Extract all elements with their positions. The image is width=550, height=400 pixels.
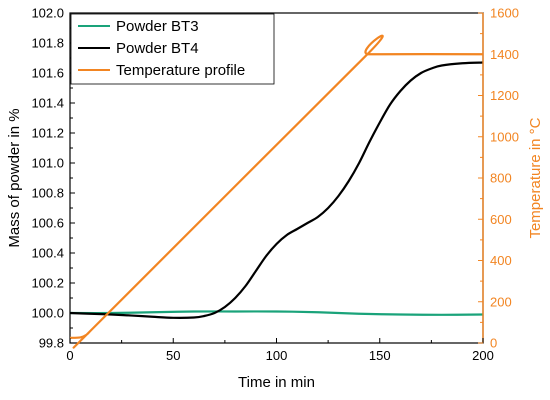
y-right-tick-label: 600	[490, 212, 512, 227]
y-right-tick-label: 400	[490, 253, 512, 268]
y-right-tick-label: 200	[490, 294, 512, 309]
x-tick-label: 0	[66, 348, 73, 363]
x-tick-label: 100	[266, 348, 288, 363]
y-left-tick-label: 102.0	[31, 6, 64, 21]
y-right-tick-label: 1400	[490, 47, 519, 62]
y-left-tick-label: 101.0	[31, 156, 64, 171]
x-tick-label: 50	[166, 348, 180, 363]
y-right-tick-label: 1200	[490, 88, 519, 103]
y-left-tick-label: 101.4	[31, 96, 64, 111]
x-tick-label: 150	[369, 348, 391, 363]
series-line-bt4	[69, 61, 484, 319]
y-left-tick-label: 100.8	[31, 186, 64, 201]
y-right-axis-title: Temperature in °C	[527, 117, 544, 238]
legend-label-bt4: Powder BT4	[116, 40, 199, 57]
series-line-temperature	[69, 34, 484, 349]
series-line-bt3	[69, 310, 484, 316]
y-left-tick-label: 101.2	[31, 126, 64, 141]
tick-layer: 0 50 100 150 200 99.8 100.0 100.2 100.4 100.6 100.…	[31, 6, 518, 364]
y-left-tick-label: 100.0	[31, 306, 64, 321]
y-left-tick-label: 100.6	[31, 216, 64, 231]
x-axis-title: Time in min	[238, 374, 315, 391]
legend-label-temperature: Temperature profile	[116, 62, 245, 79]
y-right-tick-label: 0	[490, 336, 497, 351]
y-left-axis-title: Mass of powder in %	[6, 108, 23, 247]
y-left-tick-label: 101.8	[31, 36, 64, 51]
series-layer	[69, 34, 484, 349]
y-right-tick-label: 800	[490, 171, 512, 186]
y-right-tick-label: 1600	[490, 6, 519, 21]
y-left-tick-label: 100.2	[31, 276, 64, 291]
y-right-tick-label: 1000	[490, 129, 519, 144]
x-tick-label: 200	[472, 348, 494, 363]
legend: Powder BT3 Powder BT4 Temperature profil…	[70, 13, 275, 85]
y-left-tick-label: 99.8	[39, 336, 64, 351]
legend-label-bt3: Powder BT3	[116, 18, 199, 35]
y-left-tick-label: 101.6	[31, 66, 64, 81]
y-left-tick-label: 100.4	[31, 246, 64, 261]
